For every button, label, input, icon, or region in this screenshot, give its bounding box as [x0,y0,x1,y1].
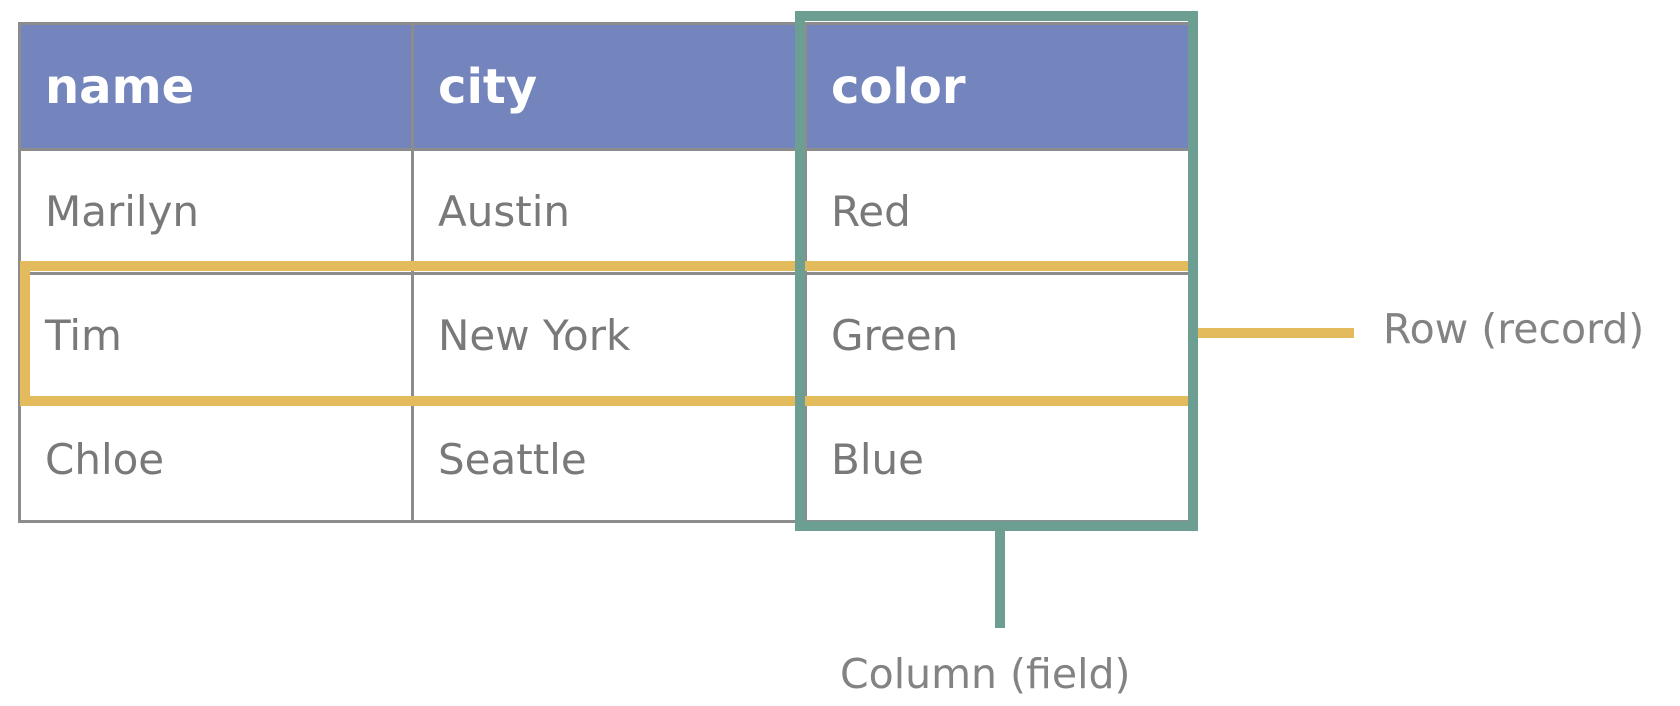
header-cell-city: city [411,22,807,151]
table-row: Marilyn Austin Red [18,148,1191,275]
cell-name: Marilyn [18,148,414,275]
row-record-label: Row (record) [1383,305,1645,353]
cell-city: Seattle [411,396,807,523]
cell-name: Tim [18,272,414,399]
cell-color: Blue [804,396,1191,523]
cell-city: New York [411,272,807,399]
cell-city: Austin [411,148,807,275]
cell-color: Red [804,148,1191,275]
header-row: name city color [18,22,1191,151]
header-cell-name: name [18,22,414,151]
cell-name: Chloe [18,396,414,523]
table-row: Chloe Seattle Blue [18,396,1191,523]
table-row-highlighted: Tim New York Green [18,272,1191,399]
cell-color: Green [804,272,1191,399]
column-field-label: Column (field) [840,650,1131,698]
header-cell-color: color [804,22,1191,151]
data-table: name city color Marilyn Austin Red Tim N… [18,22,1191,523]
